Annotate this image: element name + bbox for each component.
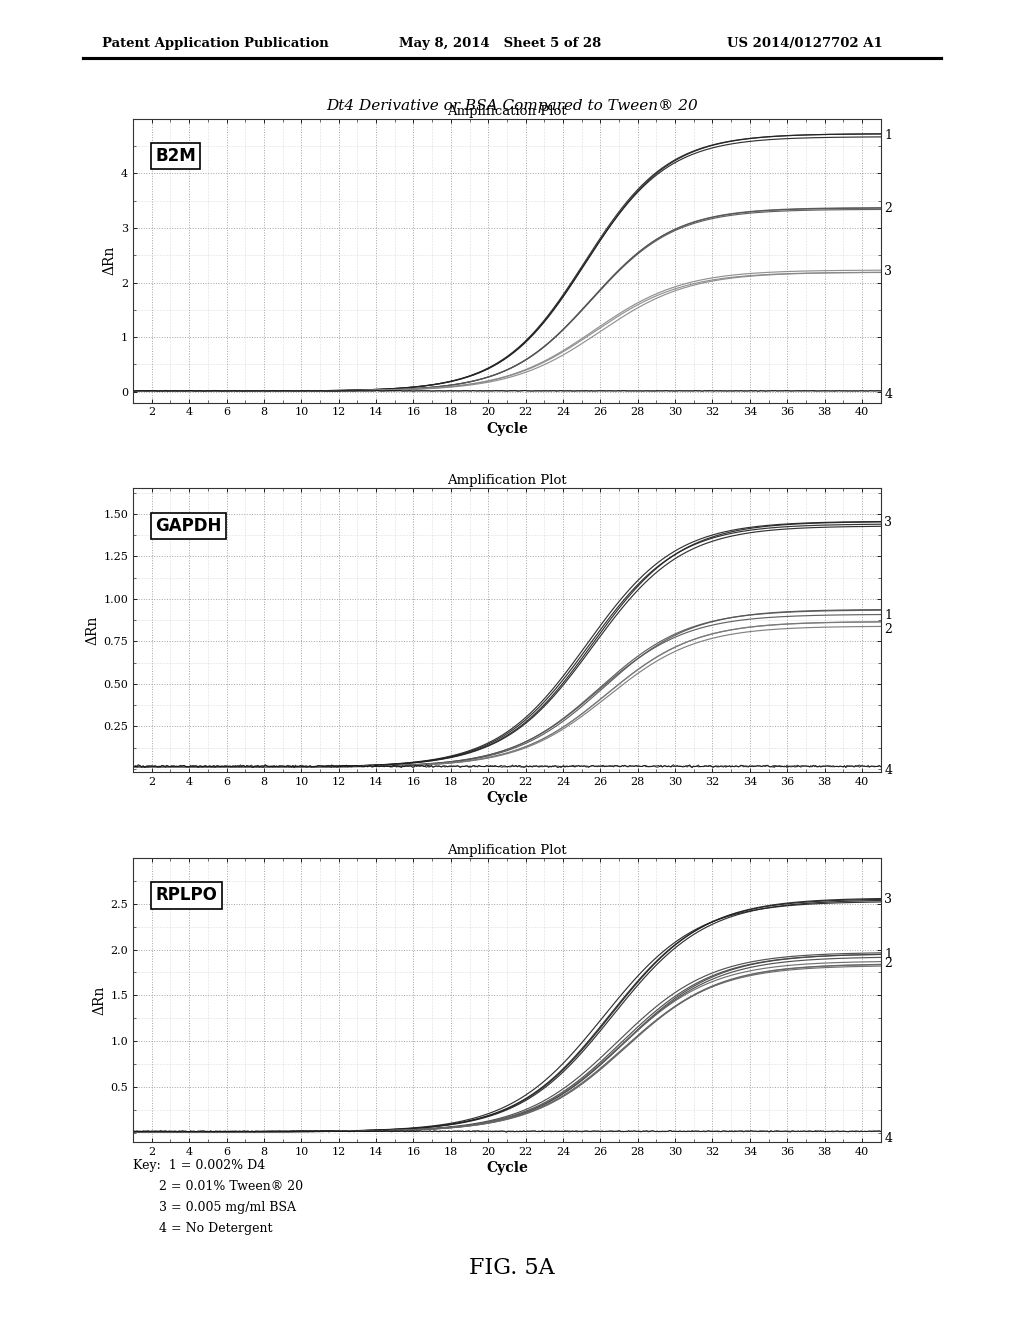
Text: 4: 4	[885, 764, 892, 777]
Y-axis label: ΔRn: ΔRn	[85, 615, 99, 645]
Text: 1: 1	[885, 128, 892, 141]
Text: RPLPO: RPLPO	[156, 887, 217, 904]
Text: Key:  1 = 0.002% D4: Key: 1 = 0.002% D4	[133, 1159, 265, 1172]
X-axis label: Cycle: Cycle	[486, 1160, 527, 1175]
Text: 4: 4	[885, 388, 892, 401]
Text: 3: 3	[885, 265, 892, 279]
Text: 3: 3	[885, 516, 892, 529]
Y-axis label: ΔRn: ΔRn	[103, 246, 117, 276]
Text: 3 = 0.005 mg/ml BSA: 3 = 0.005 mg/ml BSA	[159, 1201, 296, 1214]
Text: 4: 4	[885, 1131, 892, 1144]
Text: GAPDH: GAPDH	[156, 516, 222, 535]
Text: 2: 2	[885, 202, 892, 215]
Text: 4 = No Detergent: 4 = No Detergent	[159, 1222, 272, 1236]
Text: 2: 2	[885, 623, 892, 636]
Text: Dt4 Derivative or BSA Compared to Tween® 20: Dt4 Derivative or BSA Compared to Tween®…	[326, 99, 698, 114]
Text: 1: 1	[885, 948, 892, 961]
X-axis label: Cycle: Cycle	[486, 791, 527, 805]
Text: Patent Application Publication: Patent Application Publication	[102, 37, 329, 50]
Text: 1: 1	[885, 610, 892, 622]
Y-axis label: ΔRn: ΔRn	[92, 985, 106, 1015]
Text: B2M: B2M	[156, 148, 197, 165]
Text: 2: 2	[885, 957, 892, 970]
Title: Amplification Plot: Amplification Plot	[447, 843, 566, 857]
Text: May 8, 2014   Sheet 5 of 28: May 8, 2014 Sheet 5 of 28	[399, 37, 602, 50]
Text: US 2014/0127702 A1: US 2014/0127702 A1	[727, 37, 883, 50]
Text: 3: 3	[885, 892, 892, 906]
X-axis label: Cycle: Cycle	[486, 421, 527, 436]
Text: 2 = 0.01% Tween® 20: 2 = 0.01% Tween® 20	[159, 1180, 303, 1193]
Title: Amplification Plot: Amplification Plot	[447, 474, 566, 487]
Text: FIG. 5A: FIG. 5A	[469, 1257, 555, 1279]
Title: Amplification Plot: Amplification Plot	[447, 104, 566, 117]
